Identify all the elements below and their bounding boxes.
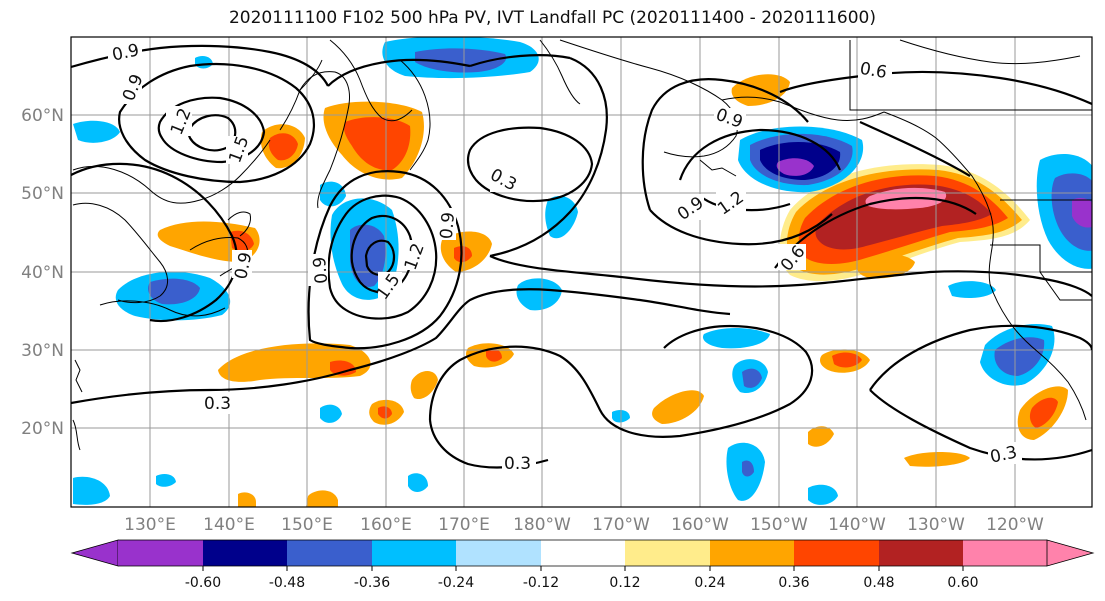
colorbar-segment: [710, 540, 794, 566]
neg-region-central-low-2: [350, 224, 386, 287]
lon-label: 130°E: [124, 515, 176, 535]
pos-region-south-west-4b: [378, 406, 392, 419]
pos-region-south-west-1b: [330, 360, 356, 376]
colorbar-segment: [118, 540, 203, 566]
lon-label: 130°W: [907, 515, 965, 535]
colorbar-tick-label: 0.36: [778, 575, 809, 591]
neg-region-mid-south-2b: [742, 460, 754, 477]
colorbar-tick-label: -0.60: [185, 575, 221, 591]
pos-region-south-west-2: [410, 371, 438, 400]
plot-frame: [70, 36, 1093, 508]
neg-region-hawaii-east: [702, 328, 770, 349]
contour-label: 0.9: [437, 211, 459, 240]
pos-region-okhotsk-2: [343, 117, 411, 171]
contour-label: 0.6: [858, 59, 888, 83]
lon-label: 140°W: [828, 515, 886, 535]
colorbar-segment: [625, 540, 710, 566]
colorbar-tick-label: -0.12: [523, 575, 559, 591]
lat-label: 60°N: [21, 106, 64, 126]
neg-region-west-coast-north: [948, 281, 996, 298]
contour-label: 0.9: [310, 256, 332, 285]
neg-region-central-1: [545, 196, 578, 239]
neg-region-sakhalin: [320, 181, 346, 207]
ivt-shading: [73, 37, 1092, 507]
lon-label: 160°W: [671, 515, 729, 535]
neg-region-south-small: [808, 484, 838, 505]
colorbar-segment: [372, 540, 456, 566]
colorbar-tick-label: 0.48: [863, 575, 894, 591]
lon-label: 170°E: [438, 515, 490, 535]
colorbar: -0.60 -0.48 -0.36 -0.24 -0.12 0.12 0.24 …: [70, 539, 1095, 591]
neg-region-mid-south-1b: [742, 368, 762, 388]
neg-region-okhotsk-tip: [195, 56, 213, 69]
colorbar-segment: [70, 539, 119, 567]
pos-region-hawaii-north: [652, 390, 704, 424]
pos-region-se-coast-b: [1029, 397, 1058, 428]
colorbar-tick-label: -0.48: [269, 575, 305, 591]
neg-region-sw-4: [408, 473, 428, 492]
pos-region-sw-small-2: [238, 492, 256, 507]
colorbar-tick-label: 0.60: [947, 575, 978, 591]
pos-region-ne-south-2: [808, 426, 834, 447]
lon-label: 160°E: [360, 515, 412, 535]
lat-label: 20°N: [21, 419, 64, 439]
contour-label: 0.3: [504, 454, 531, 474]
colorbar-segment: [794, 540, 879, 566]
colorbar-segment: [456, 540, 541, 566]
lon-label: 170°W: [592, 515, 650, 535]
lon-label: 150°W: [750, 515, 808, 535]
neg-region-sw-3: [73, 476, 110, 505]
colorbar-tick-label: 0.12: [609, 575, 640, 591]
map-title: 2020111100 F102 500 hPa PV, IVT Landfall…: [228, 8, 876, 28]
colorbar-tick-label: -0.36: [354, 575, 390, 591]
lat-axis-labels: 60°N 50°N 40°N 30°N 20°N: [21, 106, 64, 439]
contour-label: 0.9: [231, 251, 256, 282]
colorbar-segment: [541, 540, 625, 566]
neg-region-sw-2: [156, 474, 176, 487]
pos-region-south-west-3b: [486, 348, 502, 362]
pos-region-kamchatka-west-2: [268, 133, 298, 161]
neg-region-alaska-low-4: [776, 158, 814, 176]
lon-label: 120°W: [986, 515, 1044, 535]
pos-region-ne-south-b: [832, 352, 862, 368]
colorbar-segment: [287, 540, 372, 566]
pos-region-se-small: [904, 452, 970, 467]
pos-region-sw-small: [306, 490, 338, 507]
lon-label: 150°E: [281, 515, 333, 535]
lon-axis-labels: 130°E 140°E 150°E 160°E 170°E 180°W 170°…: [124, 515, 1044, 535]
colorbar-segment: [963, 540, 1047, 566]
colorbar-segment: [879, 540, 963, 566]
colorbar-tick-label: 0.24: [694, 575, 725, 591]
pos-region-central-east-2: [454, 246, 472, 263]
neg-region-central-2: [516, 278, 562, 311]
lat-label: 50°N: [21, 184, 64, 204]
colorbar-tick-label: -0.24: [438, 575, 474, 591]
neg-region-nw-corner: [73, 120, 120, 143]
lat-label: 40°N: [21, 263, 64, 283]
lon-label: 180°W: [513, 515, 571, 535]
contour-label: 0.3: [204, 394, 231, 414]
neg-region-sw-1: [320, 404, 342, 423]
lon-label: 140°E: [203, 515, 255, 535]
lat-label: 30°N: [21, 341, 64, 361]
colorbar-segment: [203, 540, 287, 566]
neg-region-japan-2: [148, 278, 200, 305]
neg-region-bering-north-2: [415, 48, 507, 73]
coastlines: [72, 39, 1092, 451]
colorbar-segment: [1046, 539, 1095, 567]
contour-labels: 0.9 0.9 1.2 1.5 0.3 0.9 1.2 1.5 0.9 0.9 …: [108, 40, 1022, 474]
neg-region-inland-3: [1072, 198, 1092, 228]
